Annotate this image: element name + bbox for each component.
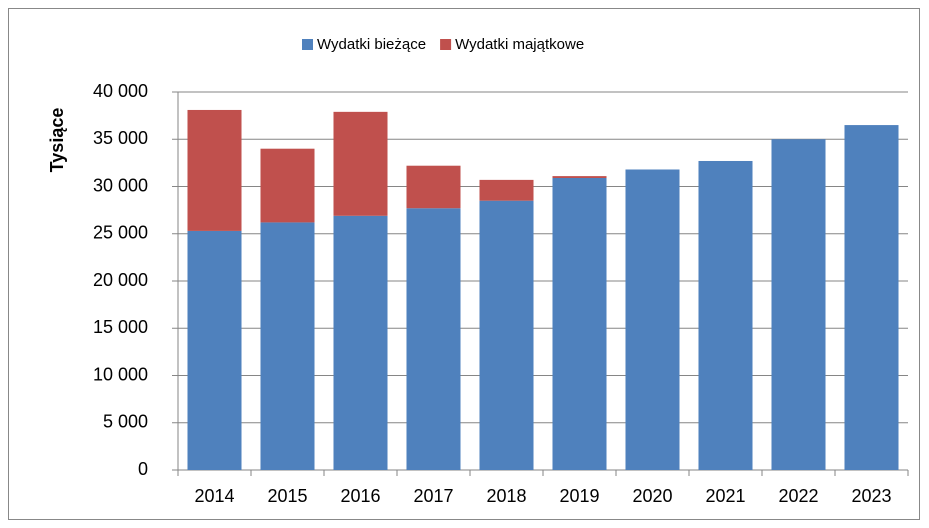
x-tick-label: 2018 [486, 486, 526, 506]
x-tick-label: 2016 [340, 486, 380, 506]
legend-label: Wydatki majątkowe [455, 36, 584, 53]
y-tick-label: 20 000 [93, 270, 148, 290]
legend-label: Wydatki bieżące [317, 36, 426, 53]
bar-segment [187, 109, 242, 231]
y-tick-label: 10 000 [93, 364, 148, 384]
bar-segment [406, 208, 461, 471]
y-tick-label: 15 000 [93, 317, 148, 337]
bar-segment [844, 125, 899, 470]
bar-segment [260, 148, 315, 223]
bar-segment [479, 179, 534, 201]
bar-segment [260, 222, 315, 470]
x-tick-label: 2017 [413, 486, 453, 506]
x-tick-label: 2023 [851, 486, 891, 506]
x-tick-label: 2019 [559, 486, 599, 506]
legend-swatch [302, 39, 313, 50]
x-tick-label: 2020 [632, 486, 672, 506]
y-tick-label: 0 [138, 459, 148, 479]
x-tick-label: 2022 [778, 486, 818, 506]
bar-segment [625, 169, 680, 471]
bar-segment [406, 165, 461, 209]
y-tick-label: 35 000 [93, 128, 148, 148]
chart-border [8, 8, 920, 520]
x-tick-label: 2015 [267, 486, 307, 506]
legend-swatch [440, 39, 452, 50]
y-tick-label: 30 000 [93, 175, 148, 195]
bar-segment [479, 200, 534, 471]
bar-segment [552, 177, 607, 470]
y-tick-label: 40 000 [93, 81, 148, 101]
bar-segment [333, 111, 388, 216]
x-tick-label: 2014 [194, 486, 234, 506]
y-axis-title: Tysiące [47, 108, 67, 173]
y-tick-label: 5 000 [103, 412, 148, 432]
y-tick-label: 25 000 [93, 223, 148, 243]
x-tick-label: 2021 [705, 486, 745, 506]
bar-segment [333, 215, 388, 470]
bar-segment [187, 230, 242, 470]
bar-segment [698, 160, 753, 471]
bar-segment [771, 139, 826, 470]
bar-segment [552, 176, 607, 178]
